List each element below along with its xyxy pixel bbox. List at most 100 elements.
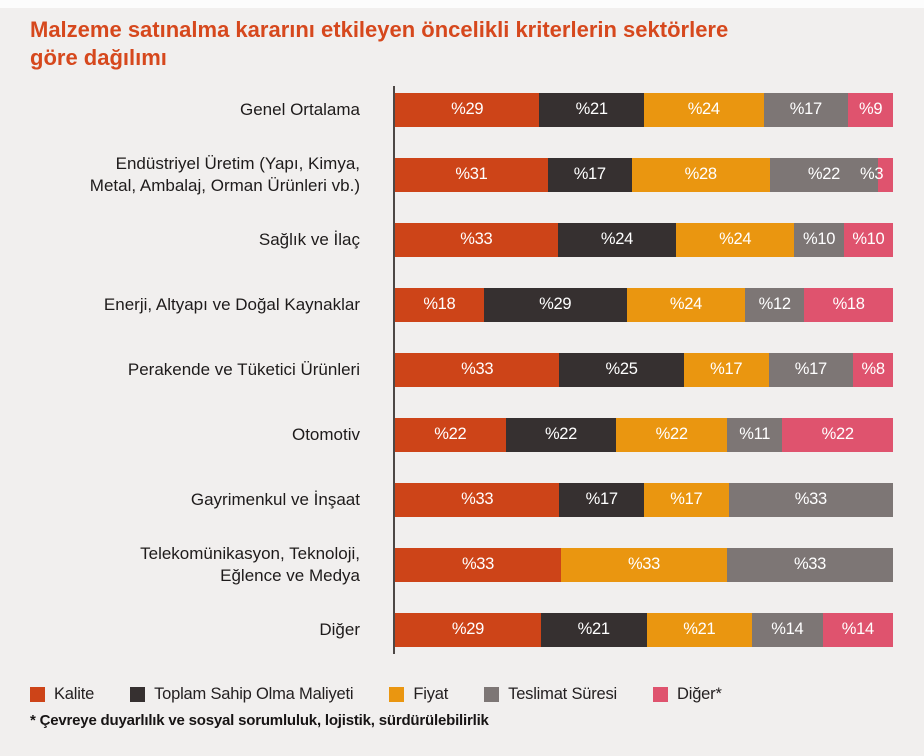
- bar-segment-fiyat: %21: [646, 612, 753, 647]
- bar-segment-teslimat: %10: [794, 222, 844, 257]
- bar-track: %33 %33 %33: [395, 547, 893, 582]
- bar-segment-teslimat: %17: [763, 92, 849, 127]
- top-strip: [0, 0, 924, 8]
- segment-value-label: %22: [655, 425, 688, 443]
- row-label: Telekomünikasyon, Teknoloji, Eğlence ve …: [140, 544, 360, 585]
- bar-segment-maliyet: %21: [540, 612, 647, 647]
- legend-swatch-icon: [130, 687, 146, 702]
- segment-value-label: %24: [669, 295, 702, 313]
- legend-swatch-icon: [30, 687, 45, 702]
- legend: Kalite Toplam Sahip Olma Maliyeti Fiyat Tes…: [30, 685, 722, 704]
- chart-row: Diğer %29 %21 %21 %14 %14: [0, 597, 924, 662]
- stacked-bar-chart: Genel Ortalama %29 %21 %24 %17 %9 Endüstriyel …: [0, 77, 924, 662]
- legend-item-diger: Diğer*: [653, 685, 722, 704]
- segment-value-label: %17: [710, 360, 743, 378]
- segment-value-label: %21: [575, 100, 608, 118]
- segment-value-label: %33: [461, 490, 494, 508]
- segment-value-label: %18: [423, 295, 456, 313]
- segment-value-label: %22: [821, 425, 854, 443]
- bar-segment-teslimat: %12: [745, 287, 805, 322]
- segment-value-label: %29: [539, 295, 572, 313]
- segment-value-label: %3: [859, 165, 884, 183]
- legend-item-kalite: Kalite: [30, 685, 94, 704]
- segment-value-label: %8: [861, 360, 885, 378]
- bar-segment-maliyet: %25: [559, 352, 684, 387]
- row-label: Perakende ve Tüketici Ürünleri: [127, 359, 360, 379]
- legend-swatch-icon: [653, 687, 669, 702]
- segment-value-label: %9: [858, 100, 883, 118]
- legend-item-maliyet: Toplam Sahip Olma Maliyeti: [130, 685, 354, 704]
- segment-value-label: %28: [684, 165, 717, 183]
- chart-rows: Genel Ortalama %29 %21 %24 %17 %9 Endüstriyel …: [0, 77, 924, 662]
- bar-segment-maliyet: %17: [547, 157, 632, 192]
- segment-value-label: %24: [687, 100, 720, 118]
- chart-row: Gayrimenkul ve İnşaat %33 %17 %17 %33: [0, 467, 924, 532]
- chart-title: Malzeme satınalma kararını etkileyen önc…: [30, 17, 729, 71]
- chart-row: Endüstriyel Üretim (Yapı, Kimya, Metal, …: [0, 142, 924, 207]
- segment-value-label: %24: [600, 230, 633, 248]
- bar-segment-fiyat: %17: [644, 482, 729, 517]
- segment-value-label: %17: [573, 165, 606, 183]
- bar-segment-fiyat: %24: [644, 92, 764, 127]
- segment-value-label: %33: [461, 360, 494, 378]
- segment-value-label: %33: [627, 555, 661, 573]
- bar-segment-kalite: %33: [395, 222, 558, 257]
- chart-row: Otomotiv %22 %22 %22 %11 %22: [0, 402, 924, 467]
- bar-segment-kalite: %33: [395, 547, 561, 582]
- segment-value-label: %10: [803, 230, 836, 248]
- segment-value-label: %31: [455, 165, 488, 183]
- chart-row: Genel Ortalama %29 %21 %24 %17 %9: [0, 77, 924, 142]
- legend-swatch-icon: [484, 687, 500, 702]
- legend-label: Toplam Sahip Olma Maliyeti: [154, 685, 354, 703]
- bar-segment-maliyet: %22: [505, 417, 617, 452]
- bar-segment-maliyet: %29: [483, 287, 627, 322]
- chart-row: Perakende ve Tüketici Ürünleri %33 %25 %17%…: [0, 337, 924, 402]
- segment-value-label: %24: [719, 230, 752, 248]
- bar-segment-kalite: %29: [395, 612, 541, 647]
- bar-segment-teslimat: %11: [727, 417, 783, 452]
- row-label: Genel Ortalama: [240, 99, 360, 119]
- segment-value-label: %18: [832, 295, 865, 313]
- bar-segment-kalite: %33: [395, 352, 560, 387]
- bar-segment-kalite: %29: [395, 92, 540, 127]
- segment-value-label: %21: [683, 620, 716, 638]
- bar-segment-diger: %3: [860, 157, 893, 192]
- segment-value-label: %33: [793, 555, 827, 573]
- row-label: Otomotiv: [291, 424, 360, 444]
- bar-segment-diger: %14: [822, 612, 893, 647]
- bar-segment-kalite: %18: [395, 287, 484, 322]
- bar-segment-maliyet: %24: [557, 222, 677, 257]
- bar-track: %31 %17 %28 %22 %3: [395, 157, 893, 192]
- segment-value-label: %22: [807, 165, 841, 183]
- bar-track: %33 %25 %17 %17 %8: [395, 352, 893, 387]
- row-label: Enerji, Altyapı ve Doğal Kaynaklar: [103, 294, 360, 314]
- bar-segment-fiyat: %17: [683, 352, 769, 387]
- bar-segment-diger: %8: [853, 352, 893, 387]
- segment-value-label: %12: [758, 295, 791, 313]
- segment-value-label: %25: [605, 360, 638, 378]
- legend-label: Diğer*: [677, 685, 722, 703]
- row-label: Sağlık ve İlaç: [258, 229, 360, 249]
- bar-segment-kalite: %33: [395, 482, 560, 517]
- segment-value-label: %29: [451, 100, 484, 118]
- row-label: Endüstriyel Üretim (Yapı, Kimya, Metal, …: [89, 154, 360, 195]
- segment-value-label: %33: [461, 555, 495, 573]
- bar-segment-teslimat: %22: [769, 157, 879, 192]
- legend-label: Teslimat Süresi: [508, 685, 618, 703]
- bar-segment-teslimat: %33: [727, 547, 893, 582]
- bar-track: %29 %21 %21 %14 %14: [395, 612, 893, 647]
- bar-segment-kalite: %22: [395, 417, 506, 452]
- segment-value-label: %17: [789, 100, 822, 118]
- footnote: * Çevreye duyarlılık ve sosyal sorumlulu…: [30, 712, 489, 729]
- legend-label: Kalite: [54, 685, 95, 703]
- bar-segment-maliyet: %17: [559, 482, 644, 517]
- row-label: Gayrimenkul ve İnşaat: [190, 489, 360, 509]
- bar-segment-kalite: %31: [395, 157, 548, 192]
- bar-segment-teslimat: %33: [728, 482, 893, 517]
- bar-segment-maliyet: %21: [539, 92, 644, 127]
- bar-track: %22 %22 %22 %11 %22: [395, 417, 894, 452]
- bar-segment-diger: %10: [843, 222, 894, 257]
- chart-row: Sağlık ve İlaç %33 %24 %24 %10 %10: [0, 207, 924, 272]
- legend-label: Fiyat: [413, 685, 449, 703]
